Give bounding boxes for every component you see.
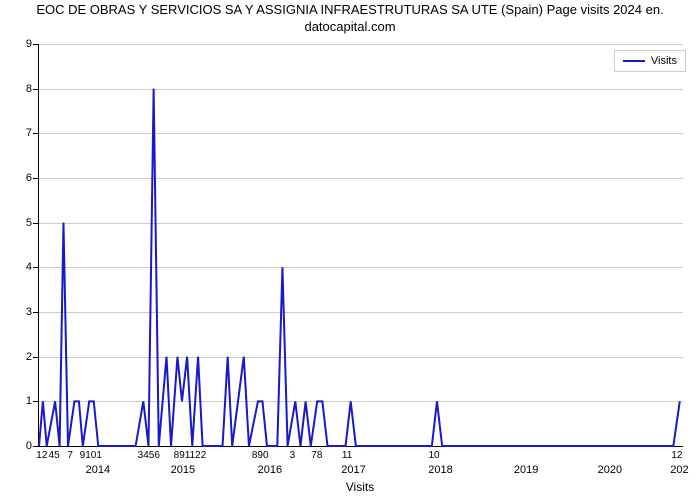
chart-container: EOC DE OBRAS Y SERVICIOS SA Y ASSIGNIA I… <box>0 0 700 500</box>
x-tick-label: 12 <box>671 450 682 461</box>
x-year-label: 2019 <box>514 464 538 476</box>
y-tick-label: 6 <box>18 172 32 184</box>
x-year-label: 2014 <box>86 464 110 476</box>
x-year-label: 2017 <box>341 464 365 476</box>
y-tick-label: 1 <box>18 395 32 407</box>
x-year-label: 202 <box>670 464 688 476</box>
x-year-label: 2016 <box>258 464 282 476</box>
title-line1: EOC DE OBRAS Y SERVICIOS SA Y ASSIGNIA I… <box>36 2 663 17</box>
y-tick-label: 7 <box>18 127 32 139</box>
x-tick-label: 45 <box>49 450 60 461</box>
y-tick-label: 2 <box>18 351 32 363</box>
legend-label: Visits <box>651 55 677 67</box>
y-tick-label: 8 <box>18 83 32 95</box>
x-year-label: 2015 <box>171 464 195 476</box>
visits-line <box>39 89 680 446</box>
x-tick-label: 3 <box>290 450 296 461</box>
x-tick-label: 891122 <box>174 450 207 461</box>
y-tick-label: 9 <box>18 38 32 50</box>
y-tick-label: 4 <box>18 261 32 273</box>
x-tick-label: 3456 <box>138 450 160 461</box>
chart-title: EOC DE OBRAS Y SERVICIOS SA Y ASSIGNIA I… <box>0 2 700 36</box>
legend-swatch <box>623 60 645 62</box>
x-axis-title: Visits <box>346 480 374 494</box>
x-tick-label: 78 <box>311 450 322 461</box>
y-tick-label: 0 <box>18 440 32 452</box>
x-tick-label: 10 <box>428 450 439 461</box>
x-tick-label: 890 <box>252 450 269 461</box>
legend: Visits <box>614 50 686 72</box>
plot-area <box>38 44 683 447</box>
y-tick-label: 3 <box>18 306 32 318</box>
x-year-label: 2020 <box>598 464 622 476</box>
title-line2: datocapital.com <box>304 19 395 34</box>
x-tick-label: 12 <box>36 450 47 461</box>
x-tick-label: 9101 <box>80 450 102 461</box>
x-tick-label: 11 <box>342 450 352 461</box>
y-tick-label: 5 <box>18 217 32 229</box>
x-tick-label: 7 <box>67 450 73 461</box>
x-year-label: 2018 <box>428 464 452 476</box>
line-series <box>39 44 683 446</box>
